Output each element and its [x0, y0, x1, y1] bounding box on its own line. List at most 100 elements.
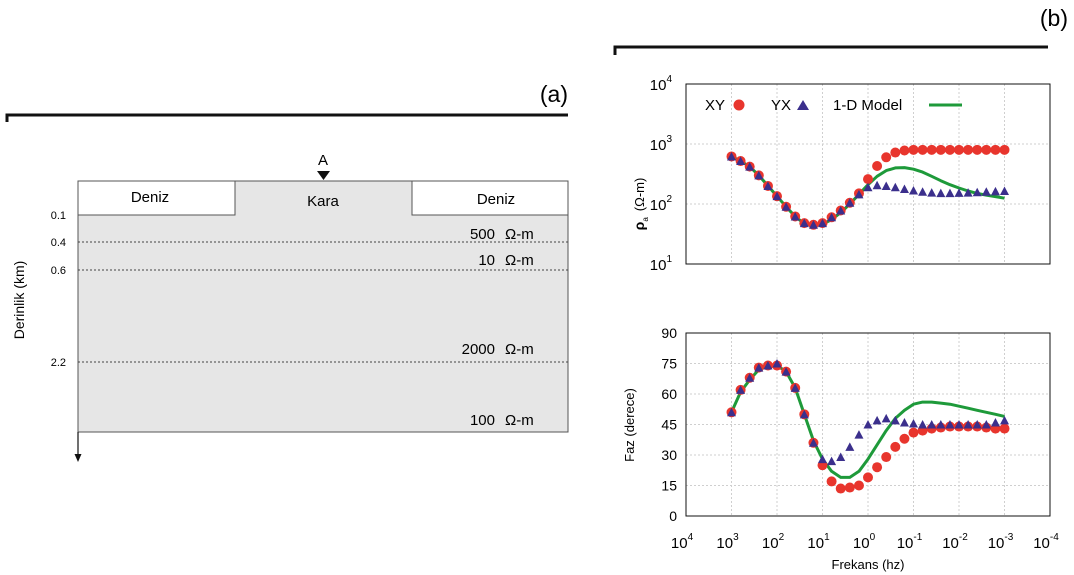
- panel-b-header-bracket: [613, 45, 1048, 55]
- xy-point: [881, 152, 892, 163]
- yx-point: [936, 420, 946, 429]
- legend-marker-yx: [797, 100, 809, 110]
- y-tick-label: 75: [661, 356, 677, 372]
- yx-point: [727, 151, 736, 161]
- yx-point: [763, 361, 773, 370]
- yx-point: [772, 359, 782, 368]
- y-tick-label: 60: [661, 386, 677, 402]
- yx-point: [772, 191, 782, 201]
- layer-resistivity-value: 100: [470, 412, 495, 429]
- xy-point: [890, 441, 901, 452]
- resistivity-y-label-unit: (Ω-m): [632, 178, 647, 212]
- yx-point: [981, 420, 991, 429]
- yx-point: [899, 417, 909, 427]
- yx-point: [890, 415, 900, 425]
- yx-point: [799, 218, 809, 228]
- yx-point: [827, 456, 837, 466]
- yx-point: [763, 181, 773, 190]
- x-tick-label: 103: [716, 532, 739, 552]
- xy-point: [954, 144, 964, 155]
- panel-b-label: (b): [1040, 5, 1068, 31]
- yx-point: [972, 420, 982, 429]
- y-tick-label: 45: [661, 417, 677, 433]
- xy-point: [972, 144, 983, 155]
- station-label: A: [318, 152, 328, 169]
- yx-point: [890, 182, 900, 192]
- yx-point: [872, 415, 882, 425]
- x-tick-label: 100: [853, 532, 876, 552]
- xy-point: [926, 144, 937, 155]
- y-tick-label: 0: [669, 508, 677, 524]
- resistivity-y-ticks: 101 102 103 104: [650, 74, 673, 274]
- resistivity-y-label-main: ρ: [631, 221, 647, 230]
- yx-point: [781, 367, 791, 376]
- yx-point: [863, 420, 873, 429]
- yx-point: [990, 186, 1000, 196]
- yx-point: [799, 409, 809, 419]
- yx-point: [818, 218, 827, 228]
- yx-point: [872, 180, 882, 190]
- yx-point: [972, 187, 982, 197]
- resistivity-series: [726, 144, 1010, 230]
- land-section: [77, 180, 569, 433]
- xy-point: [981, 144, 992, 155]
- xy-point: [999, 144, 1010, 155]
- xy-point: [908, 144, 919, 155]
- yx-point: [790, 383, 800, 392]
- depth-tick: 0.1: [51, 210, 66, 222]
- panel-a: (a) Deniz Kara Deniz A 0.1 0.4 0.6 2.2 D…: [5, 81, 569, 462]
- yx-point: [990, 417, 1000, 427]
- resistivity-grid: [686, 84, 1050, 264]
- xy-point: [863, 174, 873, 185]
- yx-point: [918, 187, 928, 196]
- phase-x-ticks: 104 103 102 101 100 10-1 10-2 10-3 10-4: [671, 532, 1059, 552]
- phase-plot-frame: [685, 332, 1051, 517]
- phase-series: [726, 359, 1010, 494]
- yx-point: [954, 420, 964, 429]
- yx-point: [863, 182, 873, 192]
- xy-point: [872, 160, 883, 171]
- xy-point: [908, 427, 919, 438]
- legend-label-yx: YX: [771, 97, 791, 114]
- legend: XY YX 1-D Model: [705, 97, 962, 114]
- yx-point: [736, 385, 746, 394]
- xy-point: [863, 472, 873, 483]
- yx-point: [899, 184, 909, 193]
- xy-point: [899, 145, 910, 156]
- y-tick-label: 90: [661, 325, 677, 341]
- yx-point: [927, 420, 937, 429]
- xy-point: [835, 483, 846, 494]
- xy-point: [844, 482, 855, 493]
- x-tick-label: 10-3: [988, 532, 1014, 552]
- layer-resistivity-value: 500: [470, 226, 495, 243]
- panel-b: (b) 101 102 103 104 ρa (Ω-m) XY YX 1-D Model…: [613, 5, 1068, 572]
- y-tick-label: 30: [661, 447, 677, 463]
- x-tick-label: 101: [807, 532, 830, 552]
- legend-marker-xy: [733, 99, 745, 111]
- yx-point: [754, 170, 764, 180]
- yx-point: [854, 189, 864, 199]
- yx-point: [781, 202, 791, 211]
- layer-resistivity-unit: Ω-m: [505, 412, 534, 429]
- yx-point: [1000, 415, 1009, 425]
- yx-point: [808, 438, 818, 447]
- layer-resistivity-unit: Ω-m: [505, 226, 534, 243]
- yx-point: [745, 162, 755, 171]
- yx-point: [963, 420, 973, 429]
- resistivity-chart: 101 102 103 104 ρa (Ω-m) XY YX 1-D Model: [631, 74, 1051, 274]
- y-tick-label: 101: [650, 254, 673, 274]
- yx-point: [909, 418, 918, 428]
- yx-point: [954, 188, 964, 197]
- yx-point: [827, 212, 837, 222]
- yx-point: [881, 181, 891, 190]
- yx-point: [836, 205, 846, 215]
- xy-point: [899, 433, 910, 444]
- yx-point: [963, 188, 973, 197]
- xy-point: [990, 144, 1001, 155]
- xy-point: [999, 423, 1010, 434]
- x-tick-label: 10-4: [1033, 532, 1059, 552]
- yx-point: [818, 454, 827, 464]
- resistivity-plot-frame: [685, 83, 1051, 265]
- depth-axis-label: Derinlik (km): [11, 261, 27, 340]
- resistivity-y-label-sub: a: [641, 217, 650, 222]
